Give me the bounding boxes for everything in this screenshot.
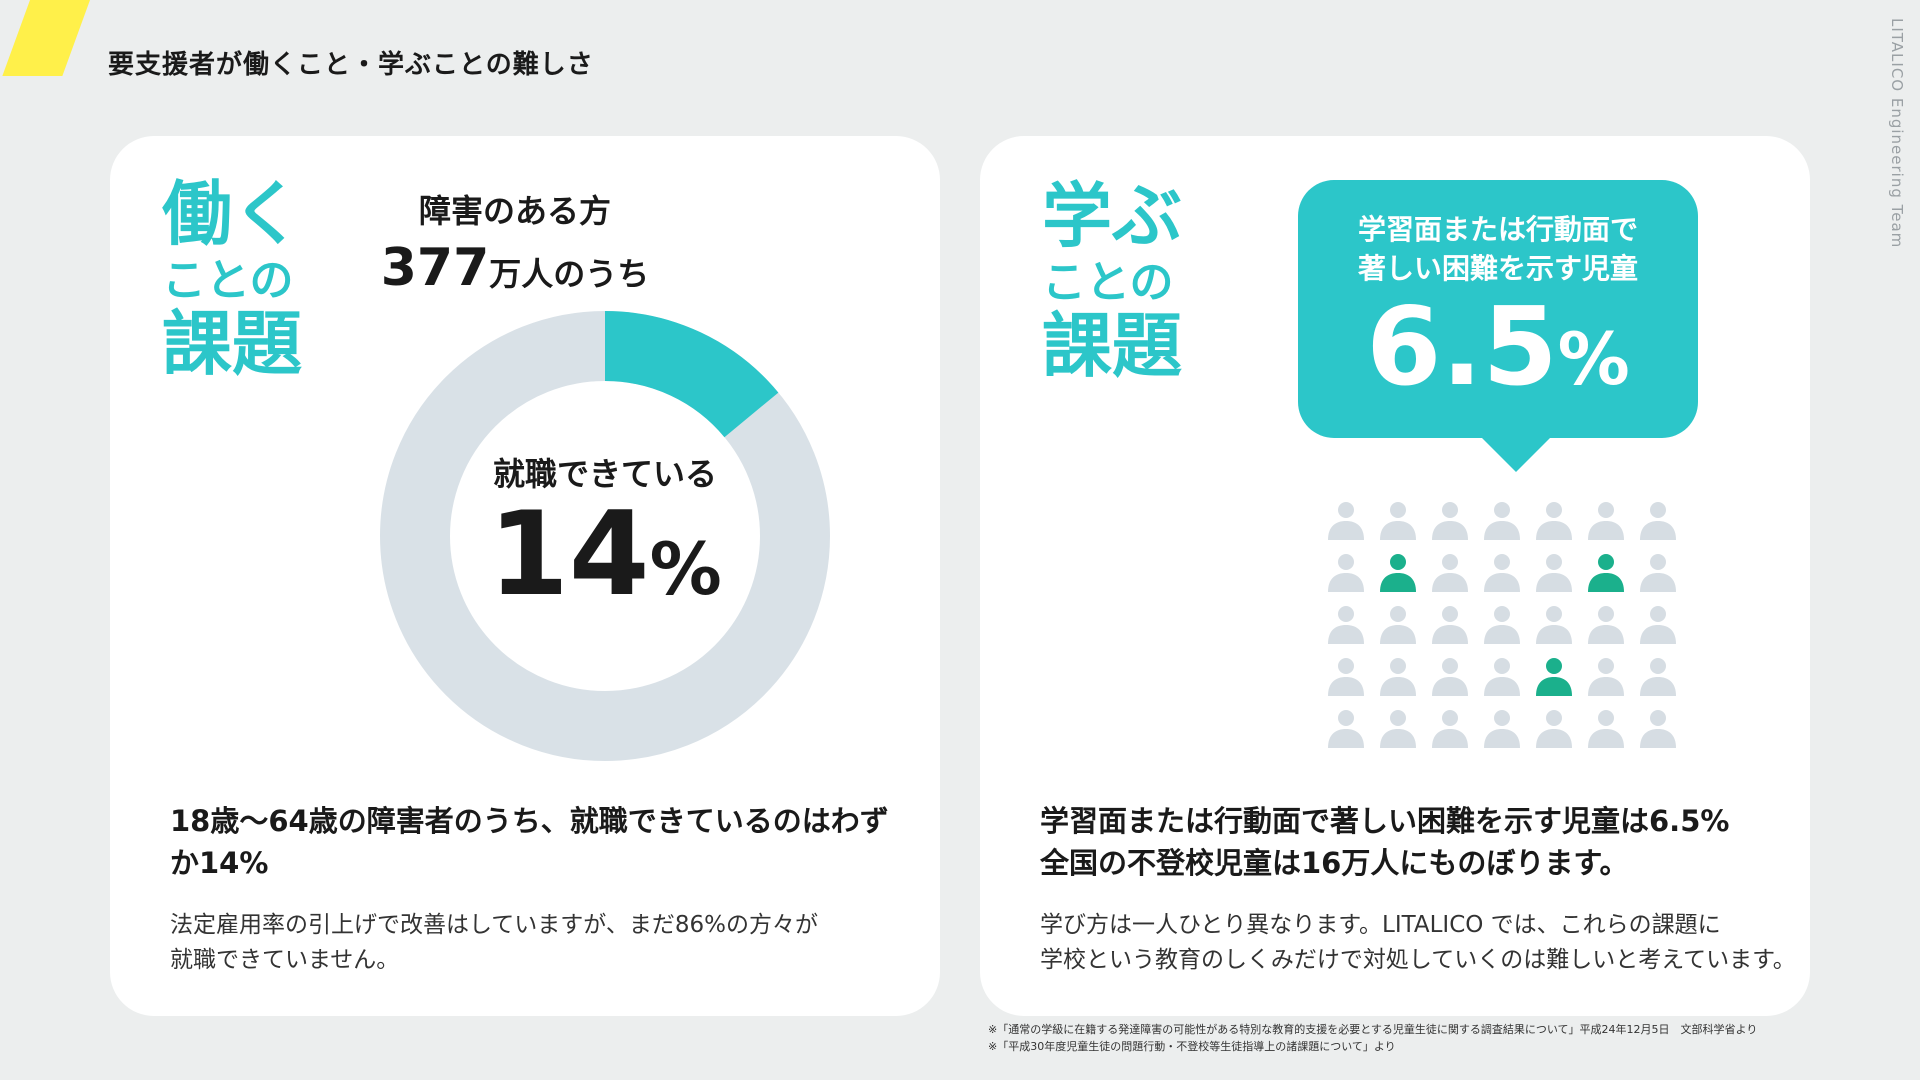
- person-icon: [1580, 598, 1632, 650]
- learn-challenge-card: 学ぶ ことの 課題 学習面または行動面で 著しい困難を示す児童 6.5% 学習面…: [980, 136, 1810, 1016]
- person-icon: [1476, 546, 1528, 598]
- brand-vertical-label: LITALICO Engineering Team: [1888, 18, 1906, 249]
- accent-stripe: [2, 0, 90, 76]
- bubble-value-line: 6.5%: [1298, 294, 1698, 402]
- bubble-value: 6.5: [1366, 285, 1558, 411]
- person-icon: [1320, 546, 1372, 598]
- person-icon: [1372, 650, 1424, 702]
- person-icon-highlighted: [1528, 650, 1580, 702]
- person-icon: [1424, 598, 1476, 650]
- person-icon: [1476, 598, 1528, 650]
- person-icon: [1632, 546, 1684, 598]
- learn-body-line2: 学校という教育のしくみだけで対処していくのは難しいと考えています。: [1040, 946, 1796, 973]
- work-heading-line2: ことの: [162, 254, 294, 306]
- learn-heading: 学ぶ ことの 課題: [1042, 175, 1182, 387]
- donut-caption: 障害のある方 377万人のうち: [350, 186, 680, 298]
- person-icon: [1320, 650, 1372, 702]
- work-heading-line1: 働く: [162, 173, 302, 255]
- bubble-line2: 著しい困難を示す児童: [1357, 252, 1638, 286]
- learn-body-line1: 学び方は一人ひとり異なります。LITALICO では、これらの課題に: [1040, 912, 1721, 938]
- person-icon: [1528, 494, 1580, 546]
- person-icon: [1632, 494, 1684, 546]
- learn-heading-line2: ことの: [1042, 256, 1174, 308]
- person-icon: [1476, 494, 1528, 546]
- donut-center: 就職できている 14%: [380, 311, 830, 761]
- person-icon: [1424, 650, 1476, 702]
- person-icon: [1320, 598, 1372, 650]
- people-grid: [1320, 494, 1680, 754]
- page-title: 要支援者が働くこと・学ぶことの難しさ: [108, 50, 594, 80]
- donut-label: 就職できている: [492, 455, 717, 493]
- learn-headline-line2: 全国の不登校児童は16万人にものぼります。: [1040, 846, 1629, 881]
- person-icon: [1424, 494, 1476, 546]
- donut-slice-employed: [604, 311, 779, 438]
- caption-unit: 万人のうち: [489, 255, 650, 293]
- footnote-2: ※「平成30年度児童生徒の問題行動・不登校等生徒指導上の諸課題について」より: [988, 1039, 1396, 1053]
- caption-line1: 障害のある方: [418, 192, 611, 230]
- work-challenge-card: 働く ことの 課題 障害のある方 377万人のうち 就職できている 14% 18…: [110, 136, 940, 1016]
- person-icon: [1320, 702, 1372, 754]
- bubble-percent-sign: %: [1557, 317, 1630, 402]
- person-icon: [1528, 598, 1580, 650]
- person-icon: [1632, 650, 1684, 702]
- person-icon: [1372, 598, 1424, 650]
- learn-headline-line1: 学習面または行動面で著しい困難を示す児童は6.5%: [1040, 804, 1730, 838]
- work-heading-line3: 課題: [162, 302, 302, 385]
- person-icon: [1320, 494, 1372, 546]
- person-icon: [1372, 494, 1424, 546]
- work-body-line2: 就職できていません。: [170, 946, 400, 973]
- donut-value: 14: [488, 487, 650, 622]
- person-icon: [1580, 702, 1632, 754]
- person-icon: [1476, 702, 1528, 754]
- employment-donut: 就職できている 14%: [380, 311, 830, 761]
- bubble-line1: 学習面または行動面で: [1357, 213, 1638, 246]
- person-icon: [1632, 598, 1684, 650]
- learn-heading-line1: 学ぶ: [1042, 175, 1182, 257]
- person-icon-highlighted: [1372, 546, 1424, 598]
- person-icon: [1424, 702, 1476, 754]
- caption-line2: 377万人のうち: [350, 238, 680, 298]
- person-icon: [1528, 546, 1580, 598]
- footnotes: ※「通常の学級に在籍する発達障害の可能性がある特別な教育的支援を必要とする児童生…: [988, 1022, 1757, 1055]
- person-icon: [1580, 494, 1632, 546]
- donut-value-line: 14%: [488, 497, 722, 613]
- footnote-1: ※「通常の学級に在籍する発達障害の可能性がある特別な教育的支援を必要とする児童生…: [988, 1023, 1758, 1036]
- learn-headline: 学習面または行動面で著しい困難を示す児童は6.5% 全国の不登校児童は16万人に…: [1040, 800, 1780, 884]
- work-body: 法定雇用率の引上げで改善はしていますが、まだ86%の方々が 就職できていません。: [170, 908, 890, 977]
- stat-speech-bubble: 学習面または行動面で 著しい困難を示す児童 6.5%: [1298, 180, 1698, 472]
- person-icon-highlighted: [1580, 546, 1632, 598]
- work-headline: 18歳～64歳の障害者のうち、就職できているのはわずか14%: [170, 804, 889, 881]
- work-heading: 働く ことの 課題: [162, 173, 302, 385]
- person-icon: [1632, 702, 1684, 754]
- donut-percent-sign: %: [649, 527, 722, 611]
- person-icon: [1424, 546, 1476, 598]
- work-body-line1: 法定雇用率の引上げで改善はしていますが、まだ86%の方々が: [170, 912, 818, 938]
- learn-heading-line3: 課題: [1042, 304, 1182, 387]
- person-icon: [1580, 650, 1632, 702]
- person-icon: [1528, 702, 1580, 754]
- donut-chart: [380, 311, 830, 761]
- person-icon: [1476, 650, 1528, 702]
- caption-number: 377: [380, 238, 490, 298]
- learn-body: 学び方は一人ひとり異なります。LITALICO では、これらの課題に 学校という…: [1040, 908, 1800, 977]
- person-icon: [1372, 702, 1424, 754]
